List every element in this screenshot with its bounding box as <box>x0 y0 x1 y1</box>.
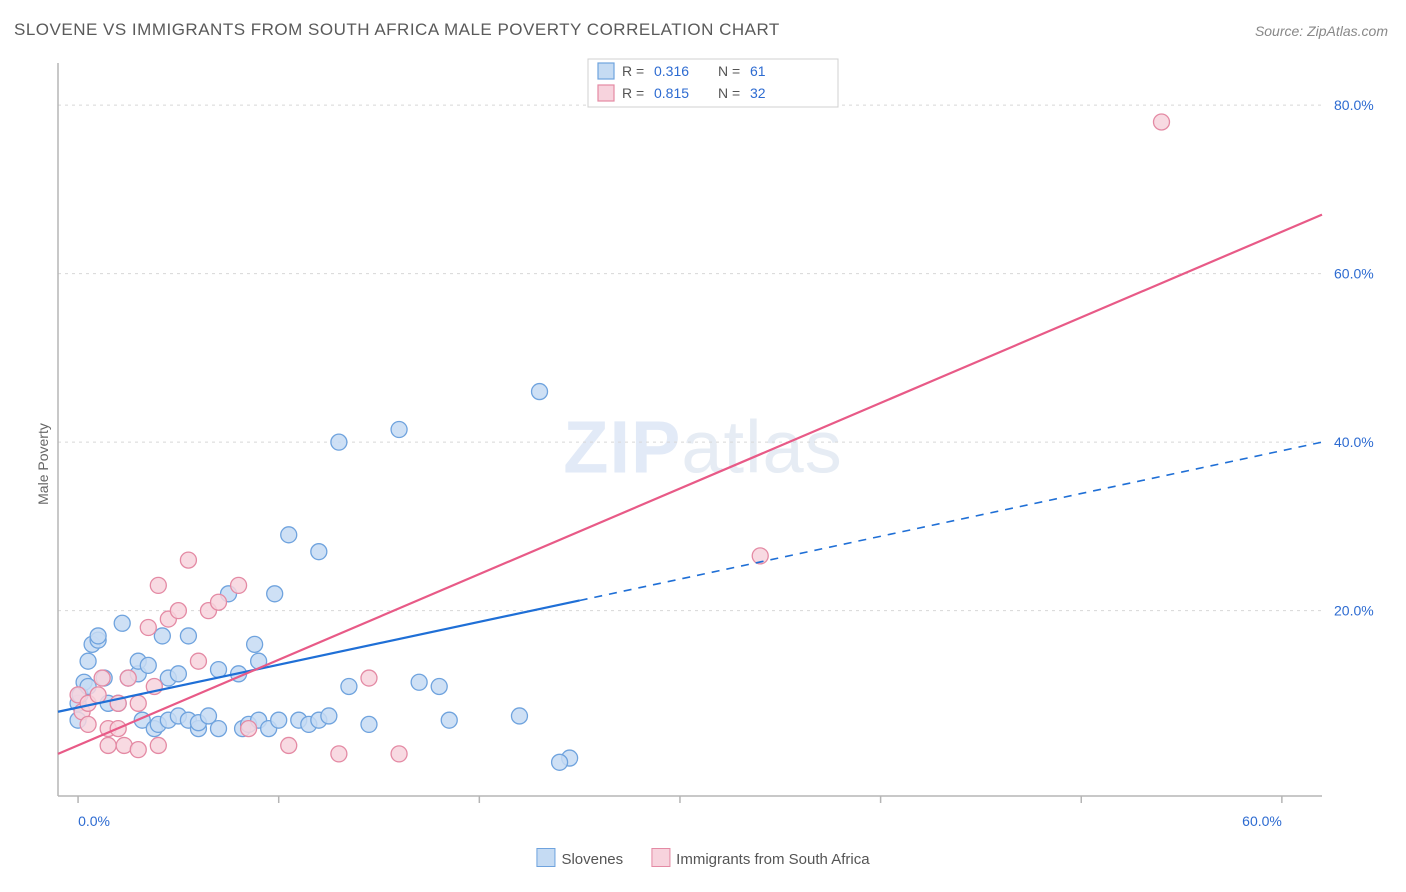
data-point <box>150 577 166 593</box>
data-point <box>211 594 227 610</box>
data-point <box>361 670 377 686</box>
data-point <box>1153 114 1169 130</box>
data-point <box>80 716 96 732</box>
data-point <box>90 628 106 644</box>
legend-label-immigrants: Immigrants from South Africa <box>676 851 869 868</box>
data-point <box>281 737 297 753</box>
legend-r-prefix: R = <box>622 85 644 101</box>
y-axis-label: Male Poverty <box>35 423 51 505</box>
legend-n-prefix: N = <box>718 85 740 101</box>
data-point <box>170 603 186 619</box>
data-point <box>331 434 347 450</box>
legend-r-prefix: R = <box>622 63 644 79</box>
scatter-plot: 20.0% 40.0% 60.0% 80.0% 0.0% 60.0% R = 0.316 N … <box>52 55 1392 850</box>
y-tick-label: 80.0% <box>1334 97 1374 113</box>
data-point <box>532 384 548 400</box>
data-point <box>90 687 106 703</box>
data-point <box>80 653 96 669</box>
data-point <box>281 527 297 543</box>
data-point <box>441 712 457 728</box>
data-point <box>114 615 130 631</box>
y-tick-label: 20.0% <box>1334 603 1374 619</box>
data-point <box>247 636 263 652</box>
data-point <box>361 716 377 732</box>
data-point <box>211 721 227 737</box>
data-point <box>321 708 337 724</box>
data-point <box>130 742 146 758</box>
data-point <box>140 619 156 635</box>
chart-container: Male Poverty ZIPatlas 20.0%40.0%60.0%80.… <box>14 55 1392 872</box>
data-point <box>150 737 166 753</box>
chart-title: SLOVENE VS IMMIGRANTS FROM SOUTH AFRICA … <box>14 20 780 40</box>
y-tick-label: 60.0% <box>1334 266 1374 282</box>
y-tick-label: 40.0% <box>1334 434 1374 450</box>
x-tick-label: 60.0% <box>1242 813 1282 829</box>
source-attribution: Source: ZipAtlas.com <box>1255 23 1388 39</box>
data-point <box>431 678 447 694</box>
data-point <box>120 670 136 686</box>
data-point <box>341 678 357 694</box>
legend-swatch-slovenes <box>536 848 555 867</box>
data-point <box>130 695 146 711</box>
legend-swatch <box>598 63 614 79</box>
x-tick-label: 0.0% <box>78 813 110 829</box>
data-point <box>271 712 287 728</box>
data-point <box>94 670 110 686</box>
legend-n-value: 32 <box>750 85 766 101</box>
data-point <box>180 552 196 568</box>
legend-r-value: 0.815 <box>654 85 689 101</box>
data-point <box>180 628 196 644</box>
data-point <box>241 721 257 737</box>
data-point <box>190 653 206 669</box>
data-point <box>391 422 407 438</box>
legend-n-prefix: N = <box>718 63 740 79</box>
data-point <box>331 746 347 762</box>
legend-item-slovenes: Slovenes <box>536 848 623 868</box>
data-point <box>170 666 186 682</box>
data-point <box>411 674 427 690</box>
data-point <box>140 657 156 673</box>
data-point <box>154 628 170 644</box>
legend-n-value: 61 <box>750 63 766 79</box>
data-point <box>231 577 247 593</box>
data-point <box>311 544 327 560</box>
legend-item-immigrants: Immigrants from South Africa <box>651 848 869 868</box>
data-point <box>100 737 116 753</box>
legend-swatch <box>598 85 614 101</box>
data-point <box>391 746 407 762</box>
legend-label-slovenes: Slovenes <box>561 851 623 868</box>
data-point <box>511 708 527 724</box>
legend-swatch-immigrants <box>651 848 670 867</box>
bottom-legend: Slovenes Immigrants from South Africa <box>536 848 869 868</box>
data-point <box>267 586 283 602</box>
legend-r-value: 0.316 <box>654 63 689 79</box>
data-point <box>552 754 568 770</box>
